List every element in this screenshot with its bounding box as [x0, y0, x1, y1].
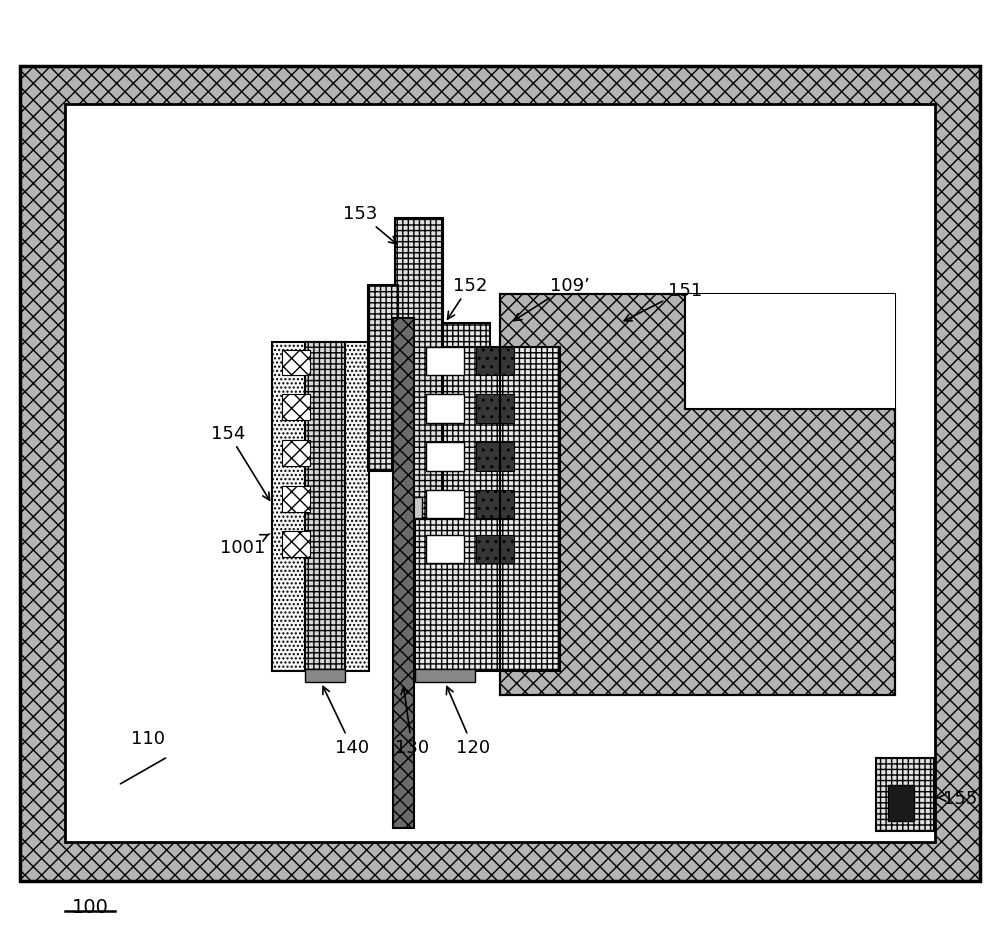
Bar — [415, 347, 560, 671]
Text: 154: 154 — [211, 425, 270, 501]
Bar — [305, 343, 345, 671]
Text: 120: 120 — [446, 686, 490, 756]
Bar — [415, 324, 490, 347]
Bar — [282, 531, 310, 557]
Text: 1001: 1001 — [220, 534, 269, 556]
Text: 155: 155 — [937, 789, 977, 806]
Bar — [272, 343, 369, 671]
Text: 151: 151 — [624, 282, 702, 322]
Text: 110: 110 — [131, 729, 165, 746]
Bar — [426, 347, 464, 376]
Bar — [426, 490, 464, 519]
Bar — [476, 443, 514, 471]
Bar — [65, 105, 935, 843]
Bar — [426, 443, 464, 471]
Bar — [426, 535, 464, 564]
Bar — [368, 286, 398, 471]
Bar — [393, 319, 414, 828]
Bar — [888, 785, 914, 822]
Bar — [282, 350, 310, 376]
Bar — [476, 395, 514, 424]
Text: 109’: 109’ — [514, 277, 590, 321]
Bar — [476, 347, 514, 376]
Text: 153: 153 — [343, 206, 396, 245]
Text: 130: 130 — [395, 687, 429, 756]
Bar — [476, 490, 514, 519]
Text: 100: 100 — [72, 897, 108, 916]
Bar — [282, 486, 310, 512]
Bar — [400, 498, 422, 519]
Bar — [395, 219, 443, 519]
Bar — [476, 535, 514, 564]
Bar — [282, 395, 310, 421]
Bar — [876, 758, 934, 831]
Bar — [426, 395, 464, 424]
Bar — [500, 295, 895, 695]
Bar — [415, 669, 475, 683]
Text: 140: 140 — [323, 686, 369, 756]
Bar — [20, 67, 980, 881]
Text: 152: 152 — [448, 277, 487, 320]
Bar — [282, 441, 310, 466]
Bar — [305, 669, 345, 683]
Bar — [685, 295, 895, 409]
